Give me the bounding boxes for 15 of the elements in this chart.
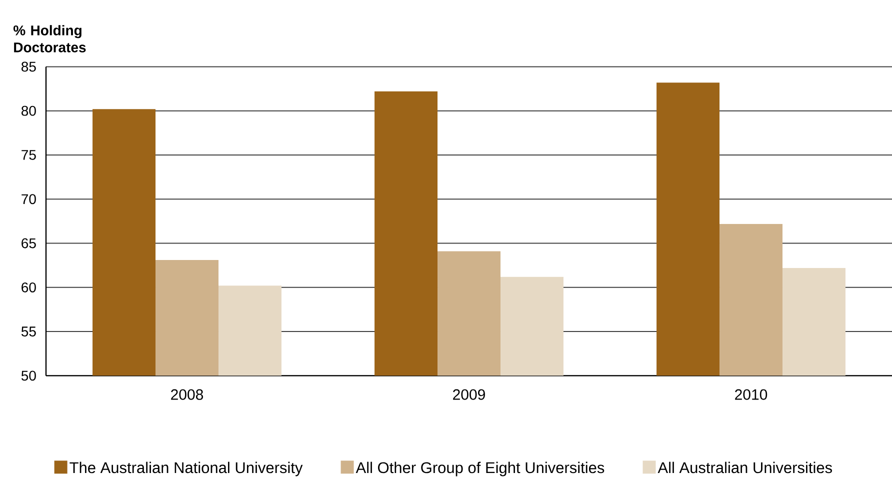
legend-label: The Australian National University — [70, 462, 303, 476]
x-tick-label: 2008 — [171, 389, 204, 400]
y-tick-label: 55 — [21, 326, 36, 336]
y-tick-label: 70 — [22, 194, 36, 204]
x-tick-label: 2009 — [453, 389, 485, 400]
legend-label: All Australian Universities — [658, 462, 832, 474]
y-axis-title: % Holding Doctorates — [14, 25, 86, 52]
y-tick-label: 80 — [22, 106, 36, 116]
x-tick-label: 2010 — [735, 389, 768, 400]
y-tick-label: 60 — [22, 282, 36, 292]
y-tick-label: 50 — [21, 370, 36, 381]
y-tick-label: 65 — [22, 238, 36, 248]
y-tick-label: 85 — [22, 62, 36, 72]
y-tick-label: 75 — [22, 150, 36, 160]
legend-label: All Other Group of Eight Universities — [356, 462, 604, 476]
